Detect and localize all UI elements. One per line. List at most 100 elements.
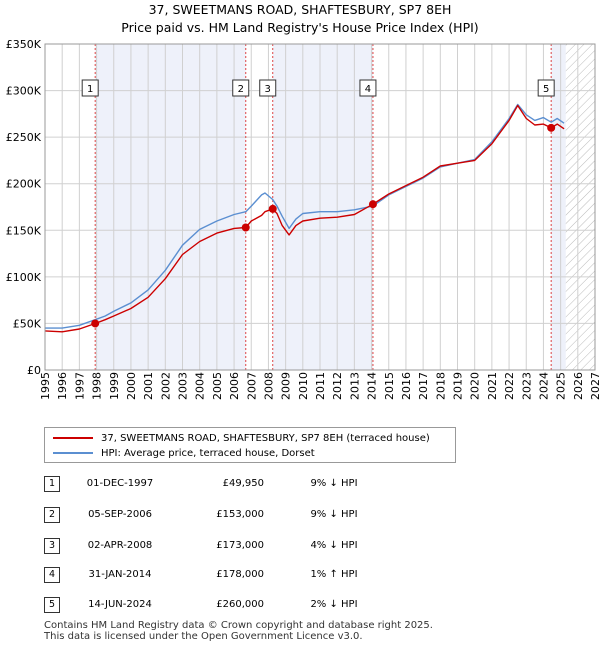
transaction-date: 01-DEC-1997 <box>86 478 154 489</box>
transaction-hpi-change: 4% ↓ HPI <box>310 540 358 551</box>
transaction-point <box>268 204 277 213</box>
series-line-property <box>44 104 565 333</box>
transaction-point <box>91 319 100 328</box>
x-tick-label: 2026 <box>572 372 585 400</box>
x-tick-label: 2023 <box>520 372 533 400</box>
transaction-marker: 3 <box>259 79 277 97</box>
x-tick-label: 2015 <box>383 372 396 400</box>
x-tick-label: 1995 <box>39 372 52 400</box>
x-tick-label: 2008 <box>262 372 275 400</box>
transaction-point <box>241 223 250 232</box>
shaded-band <box>272 44 373 370</box>
y-tick-label: £200K <box>6 178 42 191</box>
transaction-marker-box <box>81 79 99 97</box>
transaction-number: 4 <box>44 567 60 583</box>
x-tick-label: 1998 <box>91 372 104 400</box>
transaction-date: 02-APR-2008 <box>87 540 153 551</box>
transaction-price: £178,000 <box>216 569 264 580</box>
legend-item-property: 37, SWEETMANS ROAD, SHAFTESBURY, SP7 8EH… <box>53 431 430 445</box>
y-tick-label: £100K <box>6 271 42 284</box>
transaction-number: 5 <box>44 597 60 613</box>
chart-subtitle: Price paid vs. HM Land Registry's House … <box>121 20 479 35</box>
forecast-region <box>565 44 595 370</box>
x-tick-label: 2004 <box>194 372 207 400</box>
shaded-band <box>95 44 246 370</box>
transaction-marker-label: 2 <box>238 84 244 95</box>
transaction-price: £260,000 <box>216 599 264 610</box>
transaction-marker-box <box>537 79 555 97</box>
y-tick-label: £50K <box>13 317 42 330</box>
transaction-price: £153,000 <box>216 509 264 520</box>
x-tick-label: 2018 <box>434 372 447 400</box>
footer: Contains HM Land Registry data © Crown c… <box>44 620 433 642</box>
x-tick-label: 1997 <box>73 372 86 400</box>
y-tick-label: £250K <box>6 131 42 144</box>
legend-item-hpi: HPI: Average price, terraced house, Dors… <box>53 446 315 460</box>
x-tick-label: 2006 <box>228 372 241 400</box>
transaction-number: 3 <box>44 538 60 554</box>
transaction-hpi-change: 9% ↓ HPI <box>310 509 358 520</box>
x-tick-label: 2027 <box>589 372 600 400</box>
legend: 37, SWEETMANS ROAD, SHAFTESBURY, SP7 8EH… <box>44 427 456 463</box>
series-line-hpi <box>45 103 565 329</box>
transaction-date: 14-JUN-2024 <box>88 599 152 610</box>
transaction-number: 2 <box>44 507 60 523</box>
transaction-number: 1 <box>44 476 60 492</box>
transaction-date: 05-SEP-2006 <box>88 509 152 520</box>
x-tick-label: 2025 <box>555 372 568 400</box>
legend-label-property: 37, SWEETMANS ROAD, SHAFTESBURY, SP7 8EH… <box>101 432 430 444</box>
x-tick-label: 2013 <box>348 372 361 400</box>
x-tick-label: 2016 <box>400 372 413 400</box>
x-tick-label: 2019 <box>452 372 465 400</box>
transaction-marker: 1 <box>81 79 99 97</box>
plot-border <box>44 43 596 371</box>
legend-label-hpi: HPI: Average price, terraced house, Dors… <box>101 447 315 459</box>
transaction-marker-label: 1 <box>87 84 93 95</box>
x-tick-label: 2000 <box>125 372 138 400</box>
transaction-hpi-change: 9% ↓ HPI <box>310 478 358 489</box>
x-tick-label: 1996 <box>56 372 69 400</box>
x-tick-label: 2001 <box>142 372 155 400</box>
x-tick-label: 2014 <box>366 372 379 400</box>
x-tick-label: 1999 <box>108 372 121 400</box>
y-tick-label: £350K <box>6 38 42 51</box>
x-tick-label: 2010 <box>297 372 310 400</box>
footer-license: This data is licensed under the Open Gov… <box>44 631 363 642</box>
transaction-hpi-change: 2% ↓ HPI <box>310 599 358 610</box>
transaction-date: 31-JAN-2014 <box>88 569 152 580</box>
x-tick-label: 2020 <box>469 372 482 400</box>
transaction-price: £173,000 <box>216 540 264 551</box>
x-tick-label: 2009 <box>280 372 293 400</box>
x-tick-label: 2022 <box>503 372 516 400</box>
x-tick-label: 2005 <box>211 372 224 400</box>
transaction-marker-box <box>359 79 377 97</box>
transaction-price: £49,950 <box>222 478 264 489</box>
x-tick-label: 2012 <box>331 372 344 400</box>
legend-swatch-property <box>53 437 93 439</box>
transaction-marker: 2 <box>232 79 250 97</box>
transaction-marker-label: 5 <box>543 84 549 95</box>
transaction-hpi-change: 1% ↑ HPI <box>310 569 358 580</box>
transaction-point <box>368 200 377 209</box>
x-tick-label: 2017 <box>417 372 430 400</box>
transaction-point <box>547 123 556 132</box>
x-tick-label: 2002 <box>159 372 172 400</box>
transaction-marker-label: 3 <box>265 84 271 95</box>
transaction-marker-box <box>232 79 250 97</box>
transaction-marker: 4 <box>359 79 377 97</box>
price-chart: 1 2 3 4 5 £0 £50K £100K £150K £200K £250K £300K £350… <box>6 38 600 400</box>
transaction-marker: 5 <box>537 79 555 97</box>
footer-copyright: Contains HM Land Registry data © Crown c… <box>44 620 433 631</box>
transaction-marker-label: 4 <box>365 84 371 95</box>
x-tick-label: 2007 <box>245 372 258 400</box>
transaction-marker-box <box>259 79 277 97</box>
x-tick-label: 2011 <box>314 372 327 400</box>
x-tick-label: 2021 <box>486 372 499 400</box>
y-tick-label: £0 <box>27 364 41 377</box>
chart-title: 37, SWEETMANS ROAD, SHAFTESBURY, SP7 8EH <box>148 2 452 17</box>
x-tick-label: 2024 <box>537 372 550 400</box>
y-tick-label: £300K <box>6 85 42 98</box>
legend-swatch-hpi <box>53 452 93 454</box>
x-tick-label: 2003 <box>177 372 190 400</box>
y-tick-label: £150K <box>6 224 42 237</box>
